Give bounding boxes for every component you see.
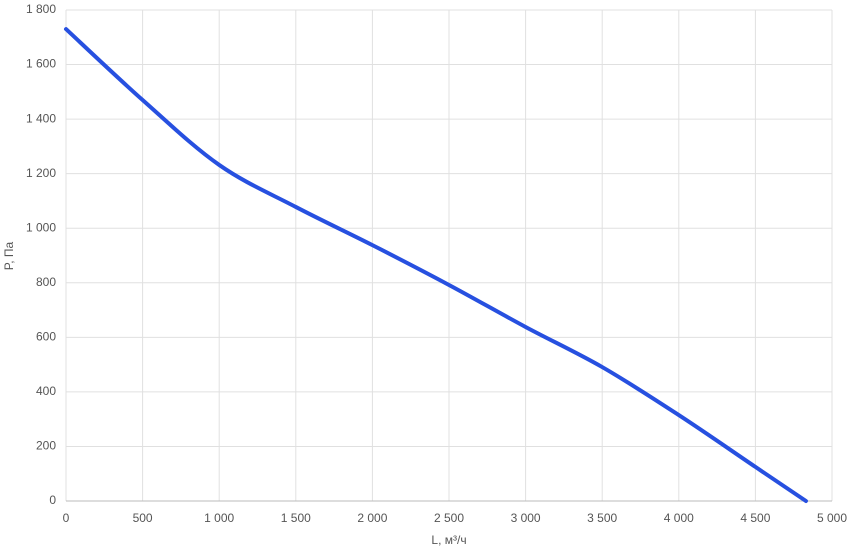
y-tick-label: 800 [36, 275, 56, 289]
y-tick-label: 1 600 [26, 57, 56, 71]
x-tick-label: 1 000 [204, 511, 234, 525]
y-tick-label: 1 200 [26, 166, 56, 180]
x-tick-label: 1 500 [281, 511, 311, 525]
y-axis-label: P, Па [2, 241, 16, 270]
x-tick-label: 3 000 [511, 511, 541, 525]
x-tick-label: 2 000 [357, 511, 387, 525]
x-tick-label: 3 500 [587, 511, 617, 525]
data-line [64, 27, 808, 503]
x-tick-label: 4 000 [664, 511, 694, 525]
x-tick-label: 5 000 [817, 511, 847, 525]
x-tick-label: 500 [133, 511, 153, 525]
y-tick-label: 1 400 [26, 111, 56, 125]
y-tick-label: 0 [49, 493, 56, 507]
y-tick-label: 600 [36, 330, 56, 344]
y-tick-label: 1 000 [26, 220, 56, 234]
x-tick-label: 2 500 [434, 511, 464, 525]
x-tick-label: 0 [63, 511, 70, 525]
y-tick-label: 1 800 [26, 2, 56, 16]
y-tick-label: 200 [36, 439, 56, 453]
y-tick-label: 400 [36, 384, 56, 398]
x-tick-label: 4 500 [740, 511, 770, 525]
x-axis-label: L, м³/ч [431, 533, 466, 547]
